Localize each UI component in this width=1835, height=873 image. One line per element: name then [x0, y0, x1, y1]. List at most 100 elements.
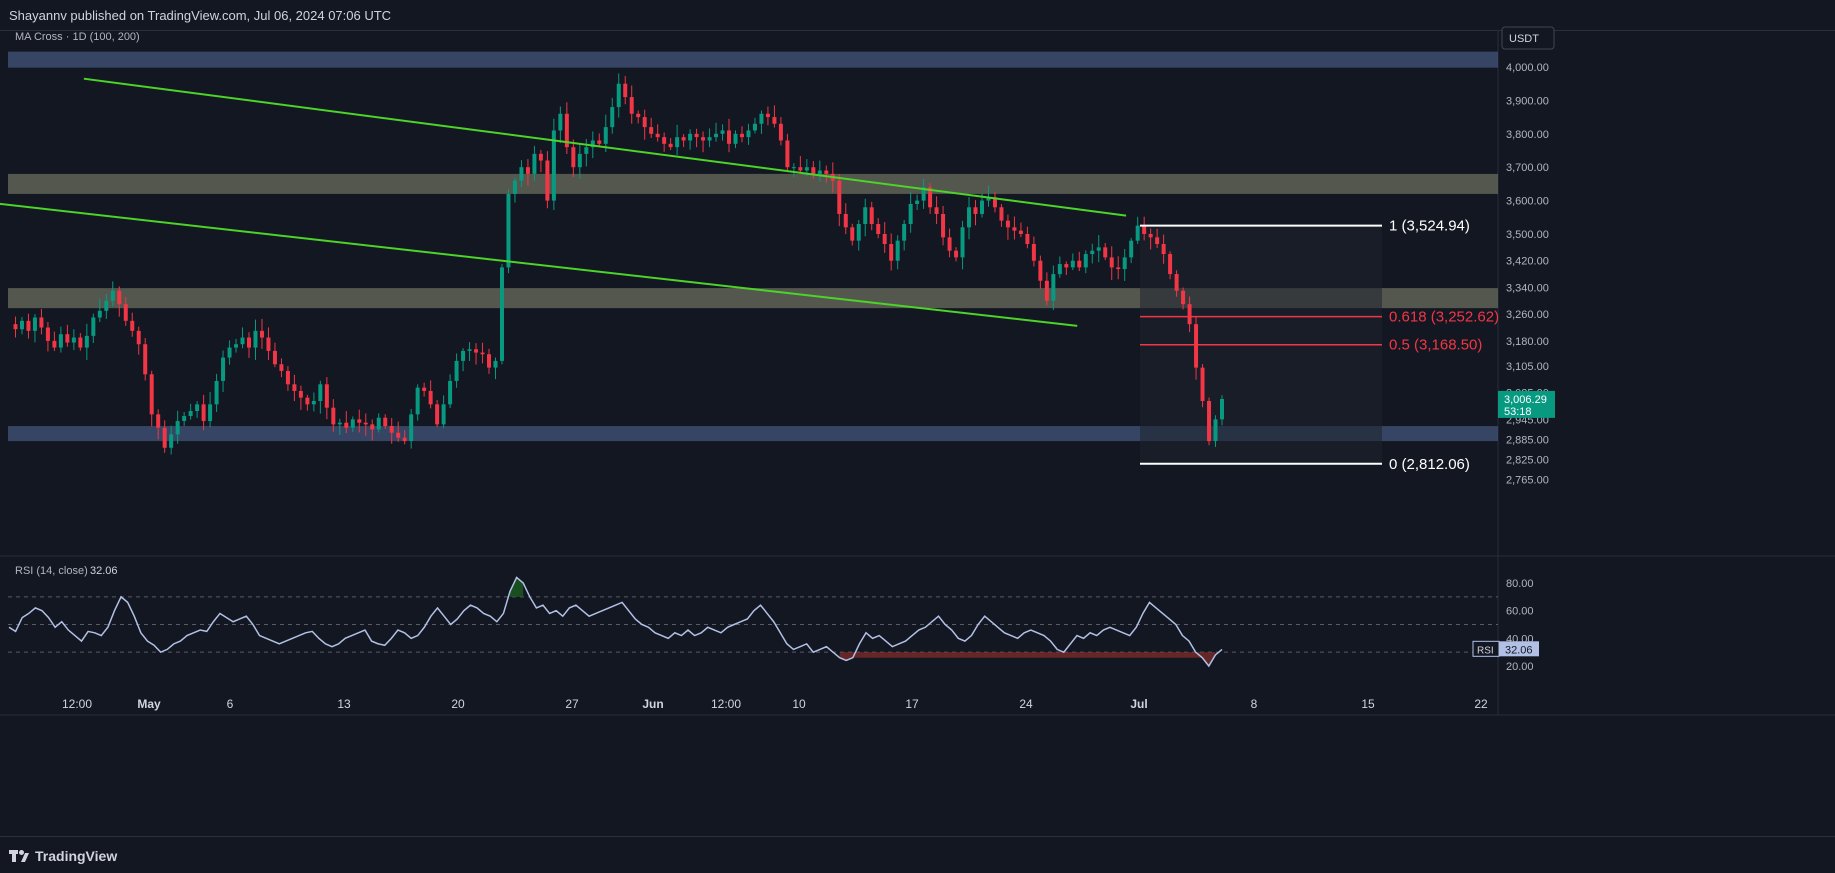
candle-body: [1038, 260, 1043, 281]
candle: [143, 338, 148, 381]
candle: [266, 327, 271, 360]
candle: [279, 358, 284, 378]
candle: [324, 377, 329, 420]
candle-body: [1174, 274, 1179, 291]
candle-body: [448, 380, 453, 405]
candle: [1083, 250, 1088, 274]
candle-body: [493, 360, 498, 368]
candle-body: [772, 117, 777, 124]
candle-body: [811, 167, 816, 174]
candle: [1064, 261, 1069, 275]
candle-body: [564, 113, 569, 148]
candle-body: [701, 137, 706, 141]
candle-body: [259, 330, 264, 338]
candle: [162, 420, 167, 453]
candle-body: [311, 401, 316, 405]
candle-body: [454, 360, 459, 381]
candle: [798, 156, 803, 174]
candle-body: [876, 223, 881, 234]
candle: [811, 161, 816, 179]
fib-level-label: 0.5 (3,168.50): [1389, 337, 1482, 354]
candle-body: [785, 140, 790, 168]
candle-body: [655, 133, 660, 138]
candle-body: [389, 426, 394, 433]
candle-body: [960, 227, 965, 258]
last-price-tag[interactable]: [1498, 390, 1555, 418]
candle-body: [610, 107, 615, 128]
candle: [214, 373, 219, 412]
candle-body: [1168, 254, 1173, 275]
candle-body: [467, 349, 472, 351]
candle-body: [999, 207, 1004, 221]
candle-body: [616, 83, 621, 108]
candle-body: [739, 133, 744, 138]
candle: [525, 159, 530, 186]
candle: [253, 319, 258, 360]
candle-body: [363, 422, 368, 425]
candle: [707, 128, 712, 148]
time-tick-label: 22: [1474, 697, 1488, 711]
price-tick-label: 3,700.00: [1506, 162, 1549, 174]
price-tick-label: 3,500.00: [1506, 229, 1549, 241]
channel-upper-trendline[interactable]: [83, 77, 1127, 217]
candle: [675, 124, 680, 155]
currency-button[interactable]: [1501, 26, 1555, 50]
candle-body: [208, 404, 213, 422]
candle-body: [1207, 401, 1212, 442]
candle: [350, 416, 355, 432]
candle: [1057, 256, 1062, 278]
candle-body: [58, 334, 63, 348]
candle: [97, 298, 102, 323]
candle-body: [571, 147, 576, 168]
price-tick-label: 4,000.00: [1506, 62, 1549, 74]
price-tick-label: 3,800.00: [1506, 129, 1549, 141]
candle: [149, 370, 154, 427]
time-tick-label: Jul: [1130, 697, 1147, 711]
candle: [402, 430, 407, 445]
candle-body: [370, 424, 375, 430]
candle-body: [941, 213, 946, 238]
candle-body: [1161, 244, 1166, 255]
candle: [32, 314, 37, 343]
candle: [902, 219, 907, 251]
rsi-line[interactable]: [8, 576, 1223, 668]
candle-body: [1103, 247, 1108, 258]
candle-body: [1200, 367, 1205, 401]
candle: [629, 85, 634, 124]
candle-body: [1135, 225, 1140, 241]
candle-body: [915, 200, 920, 204]
time-tick-label: 12:00: [62, 697, 92, 711]
last-price-value: 3,006.29: [1504, 394, 1547, 406]
candle-body: [895, 240, 900, 261]
candle-body: [331, 407, 336, 425]
tradingview-logo[interactable]: TradingView: [9, 848, 117, 864]
price-tick-label: 3,105.00: [1506, 361, 1549, 373]
candle: [1135, 216, 1140, 244]
candle-body: [551, 130, 556, 201]
candle-body: [1083, 254, 1088, 268]
candle: [136, 326, 141, 355]
candle-body: [1129, 240, 1134, 258]
candle: [1090, 243, 1095, 264]
candle-body: [240, 337, 245, 345]
candle: [720, 124, 725, 141]
candle: [234, 338, 239, 353]
candle-body: [32, 317, 37, 331]
candle-body: [350, 419, 355, 428]
candle-body: [123, 304, 128, 321]
candle: [298, 385, 303, 410]
channel-lower-trendline[interactable]: [0, 202, 1078, 327]
candle: [1070, 253, 1075, 271]
candle-body: [480, 352, 485, 355]
candle: [39, 308, 44, 335]
candle: [597, 133, 602, 148]
candle: [1220, 395, 1224, 426]
candle-body: [629, 97, 634, 114]
candle-body: [195, 404, 200, 412]
rsi-value-tag: [1499, 641, 1539, 657]
candle-body: [383, 417, 388, 427]
candle: [130, 312, 135, 337]
candle: [603, 114, 608, 153]
candle-body: [1070, 260, 1075, 268]
